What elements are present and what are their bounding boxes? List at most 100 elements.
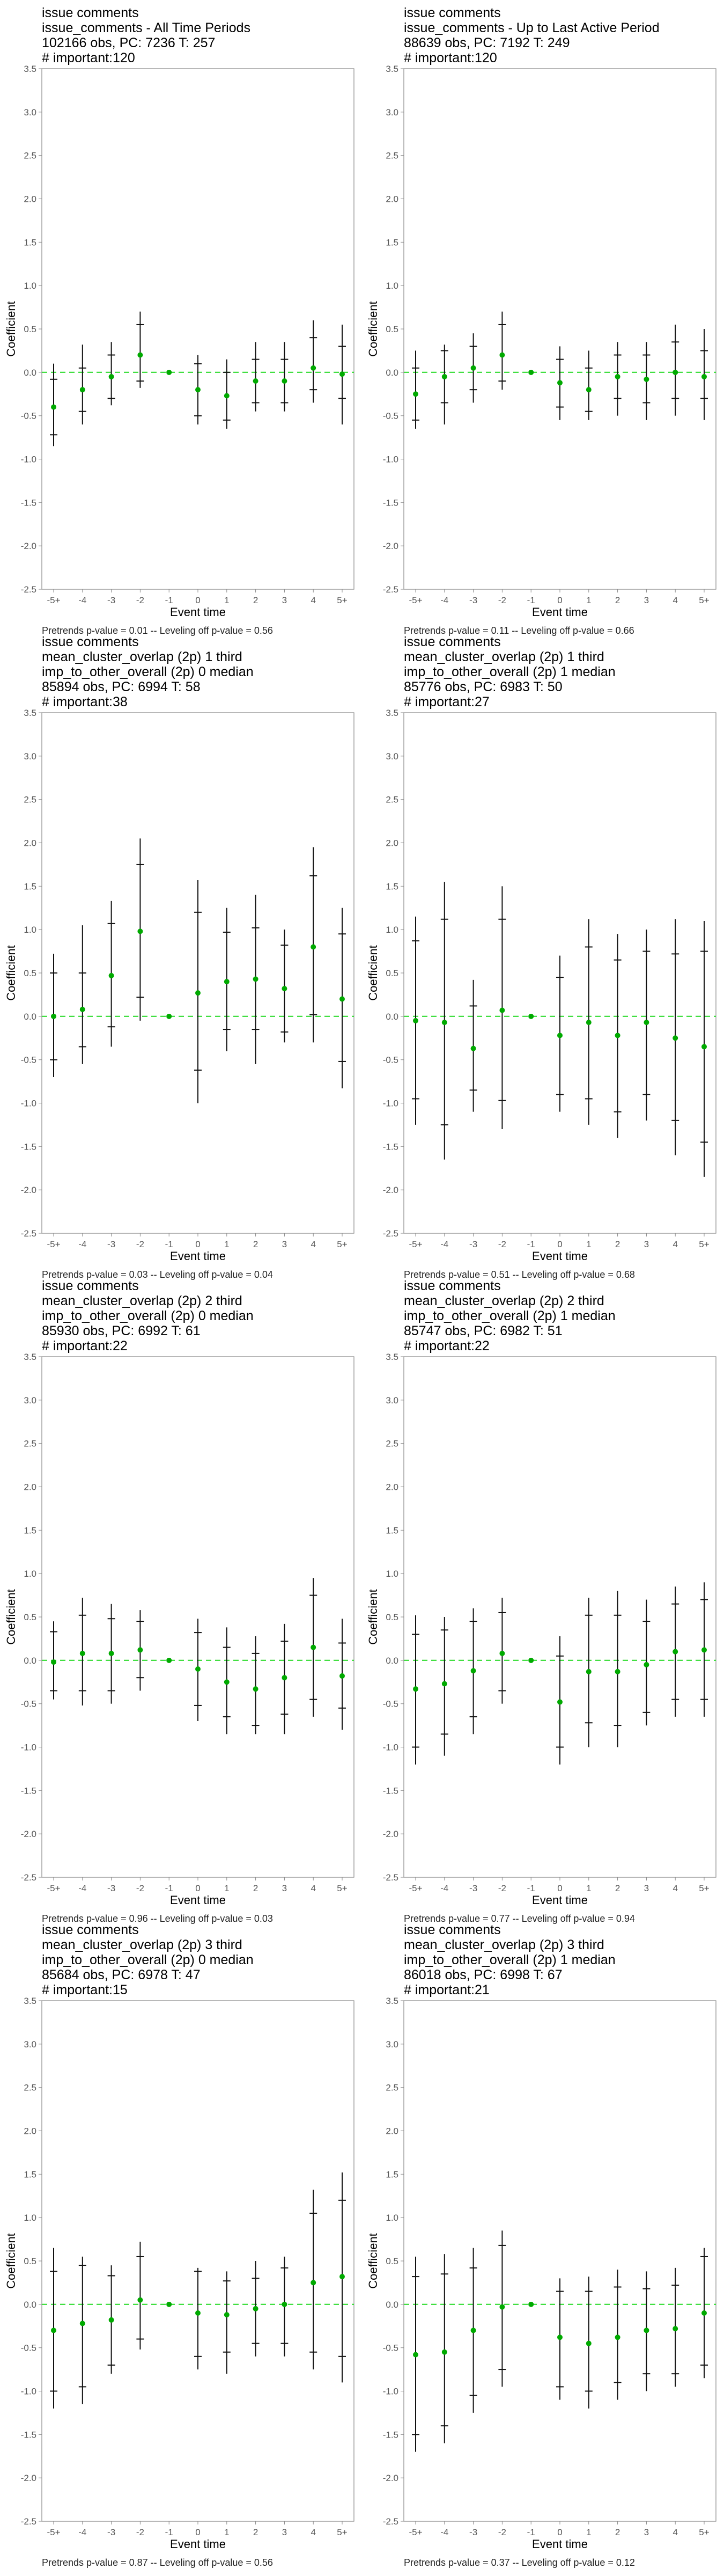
chart-title-line: imp_to_other_overall (2p) 0 median <box>42 664 254 679</box>
coefficient-point <box>441 374 447 379</box>
coefficient-point <box>499 2304 505 2310</box>
coefficient-point <box>282 986 287 992</box>
x-tick-label: 4 <box>311 595 315 605</box>
x-tick-label: -4 <box>78 1239 86 1249</box>
x-tick-label: -1 <box>527 2527 535 2537</box>
x-tick-label: 5+ <box>337 1883 347 1893</box>
y-tick-label: -1.0 <box>383 2387 398 2397</box>
coefficient-point <box>586 1668 592 1674</box>
plot-frame <box>403 68 716 590</box>
coefficient-point <box>499 1007 505 1013</box>
pvalue-footnote: Pretrends p-value = 0.77 -- Leveling off… <box>404 1913 635 1924</box>
plot-frame <box>41 68 354 590</box>
x-tick-label: -3 <box>107 1883 115 1893</box>
x-tick-label: -1 <box>527 595 535 605</box>
y-tick-label: 2.5 <box>24 151 36 161</box>
coefficient-point <box>673 2326 678 2332</box>
y-tick-label: 1.0 <box>24 281 36 291</box>
y-tick-label: 2.5 <box>386 151 398 161</box>
y-tick-label: 1.5 <box>24 2169 36 2179</box>
coefficient-point <box>311 2280 316 2286</box>
y-tick-label: 0.0 <box>386 1656 398 1666</box>
x-tick-label: -2 <box>136 595 144 605</box>
coefficient-point <box>195 1666 201 1672</box>
y-tick-label: -1.5 <box>383 2429 398 2440</box>
coefficient-point <box>137 928 143 934</box>
x-tick-label: -5+ <box>47 2527 60 2537</box>
chart-plot: -2.5 -2.0 -1.5 -1.0 -0.5 0.0 0.5 1.0 1.5 2.0 2.5 3.… <box>366 1352 716 1907</box>
x-tick-label: 1 <box>224 1883 229 1893</box>
coefficient-point <box>413 1686 418 1692</box>
chart-plot: -2.5 -2.0 -1.5 -1.0 -0.5 0.0 0.5 1.0 1.5 2.0 2.5 3.… <box>4 1996 354 2551</box>
y-tick-label: 3.5 <box>386 1996 398 2006</box>
x-tick-label: 2 <box>615 1883 620 1893</box>
coefficient-point <box>615 1033 620 1038</box>
chart-title-line: # important:22 <box>42 1338 128 1353</box>
coefficient-point <box>51 2328 56 2333</box>
coefficient-point <box>701 1044 707 1050</box>
x-tick-label: 0 <box>557 1883 562 1893</box>
y-tick-label: 2.5 <box>386 2083 398 2093</box>
coefficient-point <box>528 2301 534 2307</box>
chart-title: issue comments mean_cluster_overlap (2p) … <box>42 1278 254 1353</box>
chart-plot: -2.5 -2.0 -1.5 -1.0 -0.5 0.0 0.5 1.0 1.5 2.0 2.5 3.… <box>4 708 354 1263</box>
chart-title-line: issue comments <box>404 5 501 20</box>
x-tick-label: -1 <box>527 1239 535 1249</box>
y-tick-label: -0.5 <box>21 2343 36 2353</box>
y-tick-label: -0.5 <box>21 1055 36 1065</box>
y-axis-title: Coefficient <box>4 2233 18 2289</box>
coefficient-point <box>137 2297 143 2303</box>
pvalue-footnote: Pretrends p-value = 0.11 -- Leveling off… <box>404 625 634 636</box>
x-axis-title: Event time <box>532 605 588 619</box>
y-tick-label: 3.0 <box>24 751 36 762</box>
y-axis-title: Coefficient <box>4 301 18 357</box>
y-tick-label: -0.5 <box>383 1699 398 1709</box>
x-tick-label: 3 <box>282 2527 287 2537</box>
y-tick-label: 0.5 <box>386 1612 398 1622</box>
coefficient-point <box>166 369 172 375</box>
coefficient-point <box>51 404 56 410</box>
y-tick-label: 1.0 <box>24 925 36 935</box>
y-tick-label: -1.5 <box>21 1785 36 1796</box>
chart-title-line: issue comments <box>42 1278 139 1293</box>
coefficient-point <box>413 1018 418 1023</box>
pvalue-footnote: Pretrends p-value = 0.37 -- Leveling off… <box>404 2557 635 2568</box>
coefficient-point <box>557 2334 563 2340</box>
y-tick-label: -2.0 <box>383 1185 398 1195</box>
y-tick-label: 1.0 <box>386 1569 398 1579</box>
y-tick-label: 3.5 <box>386 708 398 718</box>
x-tick-label: -3 <box>469 595 477 605</box>
y-tick-label: 1.0 <box>386 925 398 935</box>
y-tick-label: -1.0 <box>21 1743 36 1753</box>
y-tick-label: 3.0 <box>386 107 398 118</box>
y-tick-label: -1.5 <box>383 497 398 508</box>
chart-title: issue comments mean_cluster_overlap (2p) … <box>404 634 616 709</box>
y-tick-label: 1.0 <box>24 1569 36 1579</box>
plot-frame <box>403 1356 716 1878</box>
x-axis-title: Event time <box>170 2537 226 2551</box>
y-tick-label: 0.0 <box>24 2300 36 2310</box>
y-tick-label: -2.5 <box>383 2516 398 2527</box>
y-tick-label: 0.0 <box>386 1012 398 1022</box>
x-tick-label: 3 <box>282 1883 287 1893</box>
y-tick-label: 0.0 <box>24 368 36 378</box>
x-tick-label: -4 <box>78 595 86 605</box>
coefficient-point <box>528 1013 534 1019</box>
x-tick-label: -4 <box>440 1883 448 1893</box>
y-tick-label: 2.0 <box>386 1482 398 1492</box>
y-tick-label: 0.5 <box>386 324 398 334</box>
coefficient-point <box>79 1006 85 1012</box>
y-tick-label: 0.0 <box>386 368 398 378</box>
x-tick-label: -2 <box>498 1239 506 1249</box>
y-tick-label: -1.5 <box>21 1141 36 1152</box>
x-tick-label: -3 <box>107 2527 115 2537</box>
coefficient-point <box>137 352 143 358</box>
coefficient-point <box>644 376 649 382</box>
coefficient-point <box>339 996 345 1002</box>
y-axis-title: Coefficient <box>366 945 380 1001</box>
chart-title-line: mean_cluster_overlap (2p) 1 third <box>42 649 242 664</box>
y-tick-label: 2.0 <box>24 838 36 848</box>
y-tick-label: -2.0 <box>383 1829 398 1839</box>
y-tick-label: 2.0 <box>386 2126 398 2136</box>
x-tick-label: 1 <box>586 1883 591 1893</box>
